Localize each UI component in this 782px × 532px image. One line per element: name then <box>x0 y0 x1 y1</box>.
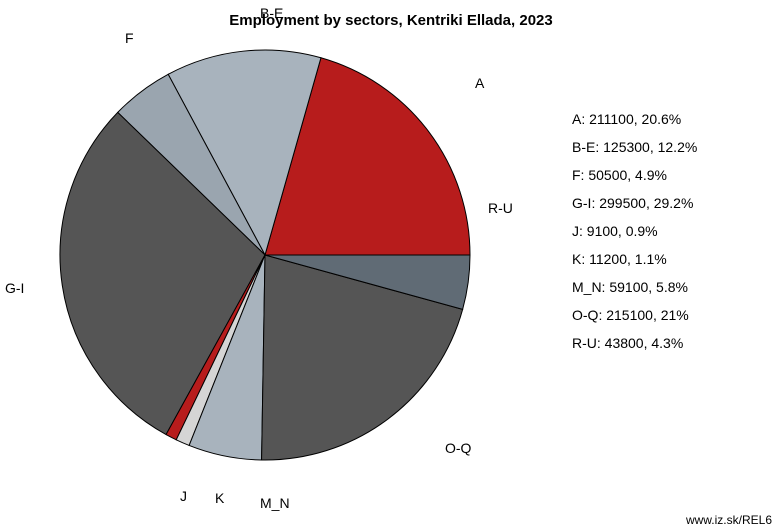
slice-label-K: K <box>215 490 224 506</box>
legend: A: 211100, 20.6%B-E: 125300, 12.2%F: 505… <box>572 105 752 357</box>
source-text: www.iz.sk/REL6 <box>686 513 772 527</box>
slice-label-M_N: M_N <box>260 495 290 511</box>
legend-item-5: K: 11200, 1.1% <box>572 245 752 273</box>
slice-label-O-Q: O-Q <box>445 440 471 456</box>
pie-chart <box>55 45 475 465</box>
legend-item-2: F: 50500, 4.9% <box>572 161 752 189</box>
legend-item-8: R-U: 43800, 4.3% <box>572 329 752 357</box>
pie-svg <box>55 45 475 465</box>
slice-label-J: J <box>180 488 187 504</box>
slice-label-F: F <box>125 30 134 46</box>
slice-label-A: A <box>475 75 484 91</box>
legend-item-7: O-Q: 215100, 21% <box>572 301 752 329</box>
slice-label-G-I: G-I <box>5 280 24 296</box>
legend-item-1: B-E: 125300, 12.2% <box>572 133 752 161</box>
legend-item-4: J: 9100, 0.9% <box>572 217 752 245</box>
slice-label-R-U: R-U <box>488 200 513 216</box>
slice-label-B-E: B-E <box>260 5 283 21</box>
legend-item-6: M_N: 59100, 5.8% <box>572 273 752 301</box>
legend-item-3: G-I: 299500, 29.2% <box>572 189 752 217</box>
legend-item-0: A: 211100, 20.6% <box>572 105 752 133</box>
